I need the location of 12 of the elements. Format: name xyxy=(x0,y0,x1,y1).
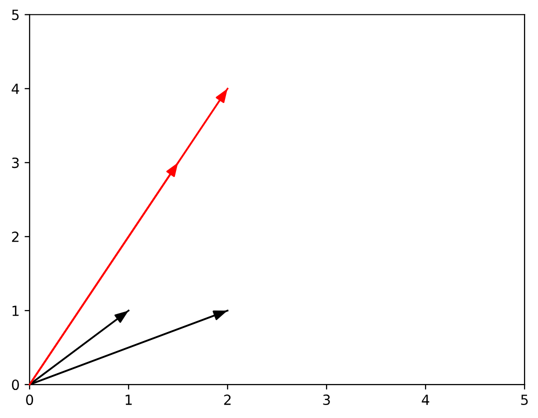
y-tick-label: 1 xyxy=(12,306,19,316)
y-tick-label: 5 xyxy=(12,10,19,20)
y-tick-label: 4 xyxy=(12,84,20,94)
x-tick-label: 1 xyxy=(126,394,132,405)
y-tick-label: 2 xyxy=(12,232,18,242)
y-tick-label: 3 xyxy=(12,158,19,168)
x-tick-label: 3 xyxy=(323,394,330,406)
x-tick-label: 2 xyxy=(224,394,231,405)
x-tick-label: 4 xyxy=(422,394,430,405)
y-tick-label: 0 xyxy=(12,380,19,390)
x-tick-label: 5 xyxy=(521,394,528,406)
x-tick-label: 0 xyxy=(26,394,34,406)
